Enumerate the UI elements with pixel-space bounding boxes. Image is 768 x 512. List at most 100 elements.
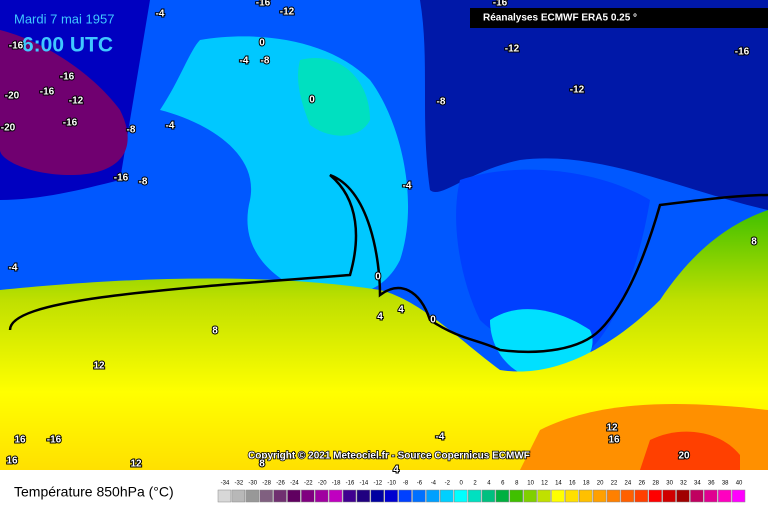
warm-region: [0, 210, 768, 470]
scale-label: -2: [445, 481, 451, 487]
scale-swatch: [315, 489, 329, 503]
contour-label: 4: [393, 465, 399, 476]
contour-label: -16: [47, 435, 62, 446]
scale-swatch: [384, 489, 398, 503]
scale-label: 12: [541, 481, 548, 487]
scale-label: -30: [248, 481, 257, 487]
scale-label: 40: [736, 481, 743, 487]
scale-swatch: [662, 489, 676, 503]
scale-label: 10: [527, 481, 534, 487]
scale-swatch: [704, 489, 718, 503]
iceland: [298, 58, 370, 136]
scale-label: -8: [403, 481, 409, 487]
scale-label: -12: [373, 481, 382, 487]
scale-swatch: [537, 489, 551, 503]
scale-label: -6: [417, 481, 423, 487]
copyright: Copyright © 2021 Meteociel.fr - Source C…: [248, 451, 530, 462]
contour-label: -4: [9, 263, 18, 274]
scale-label: 14: [555, 481, 562, 487]
contour-label: 12: [93, 361, 105, 372]
contour-label: -20: [5, 91, 20, 102]
contour-label: -16: [114, 173, 129, 184]
contour-label: -20: [1, 123, 16, 134]
scale-label: 32: [680, 481, 687, 487]
source-box: [470, 8, 768, 28]
scale-swatch: [676, 489, 690, 503]
zero-isotherm: [8, 173, 768, 354]
scale-swatch: [426, 489, 440, 503]
scale-label: 24: [625, 481, 632, 487]
scale-label: 30: [666, 481, 673, 487]
contour-label: 16: [6, 456, 18, 467]
scale-swatch: [342, 489, 357, 503]
scale-swatch: [592, 489, 607, 503]
cold-region-europe: [456, 169, 650, 353]
scale-label: 38: [722, 481, 729, 487]
cyan-alps: [490, 309, 593, 380]
scale-label: -34: [221, 481, 230, 487]
scale-label: -20: [318, 481, 327, 487]
contour-label: 16: [608, 435, 620, 446]
contour-label: -16: [256, 0, 271, 9]
scale-swatch: [731, 489, 746, 503]
scale-swatch: [273, 489, 287, 503]
source-text: Réanalyses ECMWF ERA5 0.25 °: [483, 13, 637, 24]
legend-title: Température 850hPa (°C): [14, 484, 174, 500]
scale-swatch: [245, 489, 259, 503]
contour-label: -16: [63, 118, 78, 129]
contour-label: -8: [437, 97, 446, 108]
contour-label: -4: [156, 9, 165, 20]
contour-label: 8: [751, 237, 757, 248]
contour-label: -4: [436, 432, 445, 443]
contour-label: -4: [403, 181, 412, 192]
contour-label: 12: [130, 459, 142, 470]
scale-swatch: [634, 489, 648, 503]
scale-label: -14: [360, 481, 369, 487]
scale-label: 8: [515, 481, 519, 487]
scale-swatch: [648, 489, 662, 503]
scale-swatch: [579, 489, 593, 503]
scale-label: -24: [290, 481, 299, 487]
contour-label: -4: [240, 56, 249, 67]
contour-label: 8: [259, 459, 265, 470]
contour-label: 0: [309, 95, 315, 106]
scale-label: 18: [583, 481, 590, 487]
scale-swatch: [523, 489, 537, 503]
hot-core: [640, 431, 740, 470]
contour-label: -8: [261, 56, 270, 67]
time-text: 6:00 UTC: [22, 34, 113, 57]
scale-swatch: [620, 489, 635, 503]
scale-label: -10: [387, 481, 396, 487]
contour-label: 0: [259, 38, 265, 49]
scale-label: -4: [431, 481, 437, 487]
contour-label: -16: [40, 87, 55, 98]
scale-label: 26: [638, 481, 645, 487]
scale-swatch: [412, 489, 426, 503]
contour-label: -8: [127, 125, 136, 136]
contour-label: -16: [735, 47, 750, 58]
scale-label: -32: [235, 481, 244, 487]
contour-label: -4: [166, 121, 175, 132]
contour-label: -12: [505, 44, 520, 55]
scale-label: -22: [304, 481, 313, 487]
scale-label: -16: [346, 481, 355, 487]
contour-label: 4: [377, 312, 383, 323]
scale-swatch: [565, 489, 579, 503]
scale-swatch: [328, 489, 343, 503]
contour-label: -12: [280, 7, 295, 18]
scale-label: 20: [597, 481, 604, 487]
scale-swatch: [509, 489, 523, 503]
cold-region-north: [420, 0, 768, 210]
contour-label: -12: [570, 85, 585, 96]
scale-swatch: [231, 489, 246, 503]
scale-label: 16: [569, 481, 576, 487]
scale-label: 2: [473, 481, 477, 487]
scale-label: 22: [611, 481, 618, 487]
contour-label: 16: [14, 435, 26, 446]
scale-label: 28: [652, 481, 659, 487]
contour-label: 8: [212, 326, 218, 337]
scale-label: -18: [332, 481, 341, 487]
contour-label: -16: [60, 72, 75, 83]
scale-swatch: [551, 489, 565, 503]
